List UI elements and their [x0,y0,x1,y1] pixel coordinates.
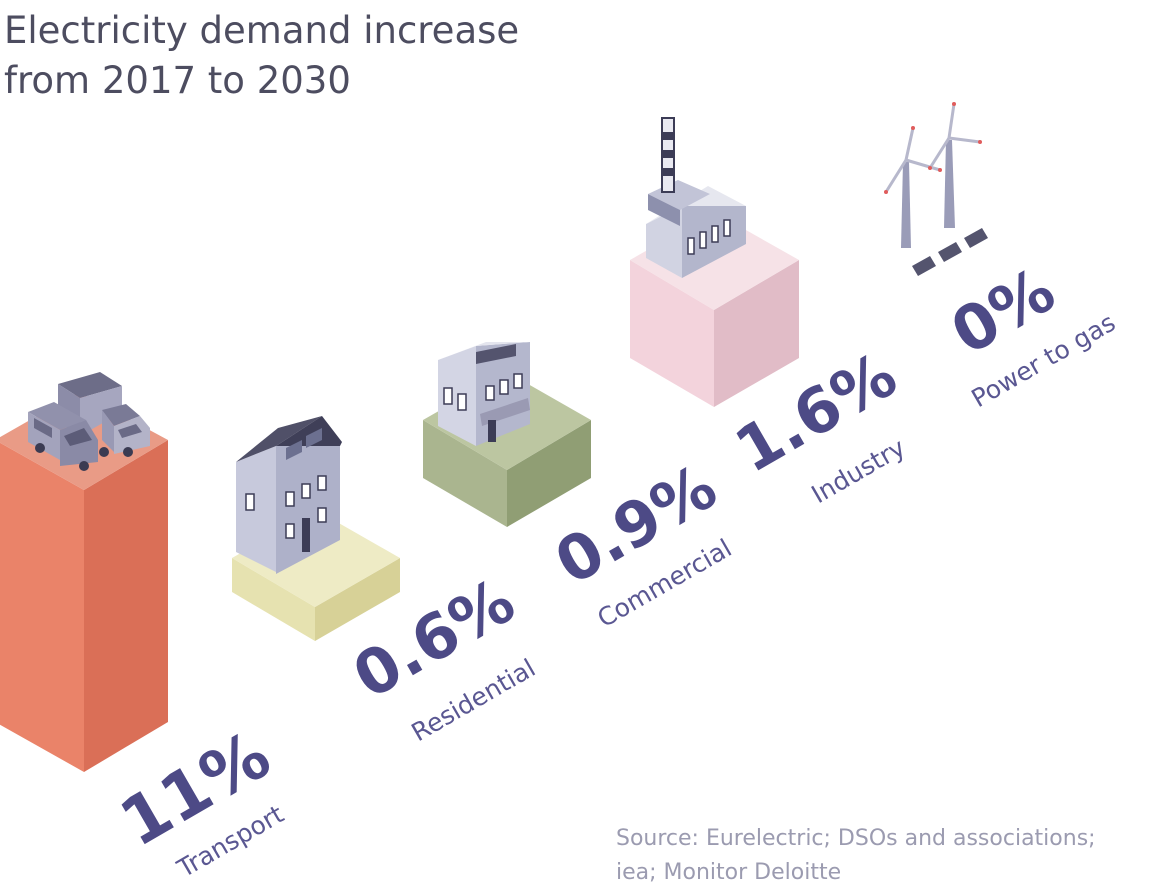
bar-commercial-left-face [423,420,507,527]
wind-turbines-icon [884,102,988,276]
house-icon [236,416,342,574]
source-note-line-1: Source: Eurelectric; DSOs and associatio… [616,826,1096,851]
bar-residential-right-face [315,558,400,641]
chart-title: Electricity demand increase from 2017 to… [4,6,519,106]
bar-transport-right-face [84,440,168,772]
bar-commercial-right-face [507,420,591,527]
source-note: Source: Eurelectric; DSOs and associatio… [616,822,1096,890]
shop-icon [438,342,530,446]
bar-residential-left-face [232,558,315,641]
vehicles-icon [28,372,150,471]
bar-industry-left-face [630,260,714,407]
bar-transport-left-face [0,442,84,772]
factory-icon [646,117,746,278]
bar-industry-right-face [714,260,799,407]
chart-title-line-1: Electricity demand increase [4,9,520,52]
chart-title-line-2: from 2017 to 2030 [4,59,351,102]
source-note-line-2: iea; Monitor Deloitte [616,860,842,885]
